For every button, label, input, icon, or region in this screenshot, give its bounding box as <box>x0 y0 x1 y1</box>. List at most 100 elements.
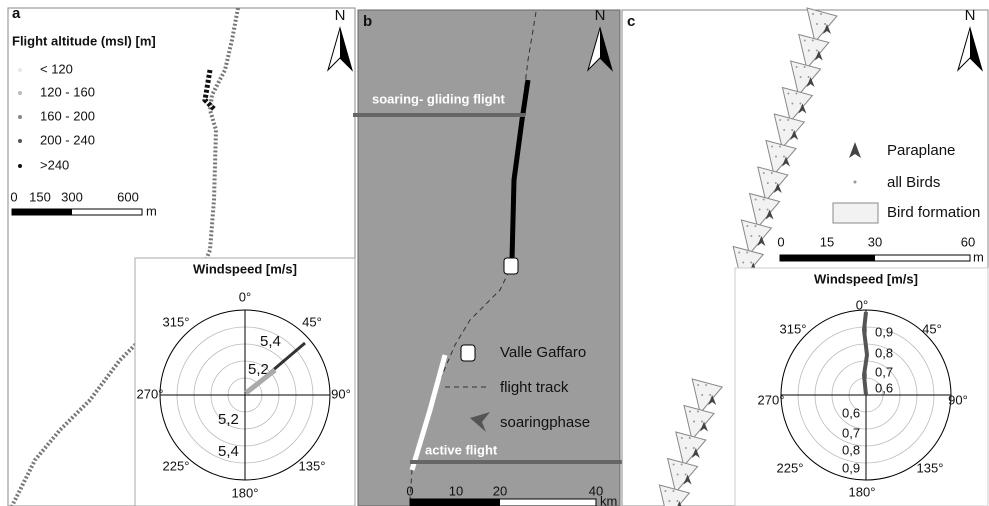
bird <box>800 76 802 78</box>
bird <box>742 262 744 264</box>
rose-radial-label: 0,9 <box>875 324 893 339</box>
bird <box>808 50 810 52</box>
scale-label: 150 <box>29 189 51 204</box>
scale-unit: m <box>146 203 157 218</box>
bird <box>775 182 777 184</box>
bird <box>804 66 806 68</box>
bird <box>705 384 707 386</box>
bird <box>677 474 679 476</box>
bird <box>681 464 683 466</box>
rose-angle: 225° <box>777 460 804 475</box>
bird <box>824 23 826 25</box>
scale-label: 15 <box>820 234 834 249</box>
rose-angle: 135° <box>917 460 944 475</box>
rose-radial-label: 0,8 <box>842 442 860 457</box>
legend-item: 200 - 240 <box>40 132 95 147</box>
bird <box>738 252 740 254</box>
scale-unit: km <box>600 493 617 506</box>
site-icon <box>504 258 518 274</box>
scale-unit: m <box>973 249 984 264</box>
scale-bar-fill <box>12 209 72 215</box>
bird <box>689 411 691 413</box>
bird <box>775 156 777 158</box>
scale-label: 0 <box>406 483 413 498</box>
panel-c: c N Paraplane all Birds Bird formation 0… <box>622 7 988 506</box>
rose-angle: 225° <box>163 458 190 473</box>
bird <box>791 103 793 105</box>
rose-radial-label: 0,6 <box>875 380 893 395</box>
legend-title: Flight altitude (msl) [m] <box>12 33 156 48</box>
panel-label: c <box>627 13 635 30</box>
legend-item: flight track <box>500 379 569 396</box>
legend-site-icon <box>461 345 475 361</box>
rose-angle: 270° <box>758 392 785 407</box>
legend-item: Valle Gaffaro <box>500 344 586 361</box>
rose-radial-label: 5,4 <box>218 443 239 460</box>
bird <box>689 437 691 439</box>
bird <box>812 40 814 42</box>
legend-item: < 120 <box>40 61 73 76</box>
page: {"panels": [ {"label": "a", "north": "N"… <box>0 0 989 506</box>
rose-radial-label: 0,6 <box>842 405 860 420</box>
annotation: active flight <box>425 442 498 457</box>
bird <box>676 500 678 502</box>
legend-item: soaringphase <box>500 414 590 431</box>
bird <box>796 66 798 68</box>
bird <box>664 490 666 492</box>
bird <box>681 437 683 439</box>
bird <box>795 93 797 95</box>
bird <box>672 490 674 492</box>
scale-label: 600 <box>117 189 139 204</box>
bird <box>791 129 793 131</box>
rose-radial-label: 5,2 <box>218 411 239 428</box>
legend-dot <box>18 91 22 95</box>
rose-angle: 180° <box>849 484 876 499</box>
bird <box>750 235 752 237</box>
rose-radial-label: 0,9 <box>842 460 860 475</box>
rose-angle: 315° <box>163 314 190 329</box>
rose-angle: 270° <box>137 386 164 401</box>
scale-bar-fill <box>780 255 875 261</box>
bird <box>697 384 699 386</box>
legend-item: >240 <box>40 157 69 172</box>
bird <box>755 199 757 201</box>
bird <box>685 474 687 476</box>
bird <box>709 394 711 396</box>
bird <box>693 421 695 423</box>
bird <box>746 252 748 254</box>
bird <box>763 172 765 174</box>
bird <box>701 421 703 423</box>
bird <box>668 500 670 502</box>
figure: a Flight altitude (msl) [m] < 120 120 - … <box>0 0 989 506</box>
panel-b: soaring- gliding flight active flight b … <box>353 7 625 506</box>
bird <box>779 119 781 121</box>
bird <box>767 209 769 211</box>
annotation: soaring- gliding flight <box>372 91 506 106</box>
legend-dot <box>18 139 22 143</box>
rose-title: Windspeed [m/s] <box>193 261 297 276</box>
legend-item: 160 - 200 <box>40 108 95 123</box>
bird <box>820 13 822 15</box>
scale-label: 0 <box>777 234 784 249</box>
bird <box>816 50 818 52</box>
panel-label: a <box>12 5 21 22</box>
bird <box>693 447 695 449</box>
bird <box>771 146 773 148</box>
rose-radial-label: 0,7 <box>875 364 893 379</box>
legend-dot <box>18 68 22 72</box>
bird <box>812 13 814 15</box>
bird <box>697 411 699 413</box>
rose-angle: 315° <box>780 321 807 336</box>
bird <box>763 199 765 201</box>
legend-bird <box>854 181 857 184</box>
rose-angle: 135° <box>299 458 326 473</box>
bird <box>746 225 748 227</box>
scale-label: 20 <box>493 483 507 498</box>
scale-bar-fill <box>410 499 500 506</box>
north-label: N <box>595 7 606 24</box>
legend-formation <box>833 203 878 223</box>
bird <box>750 262 752 264</box>
bird <box>799 103 801 105</box>
rose-radial-label: 0,7 <box>842 425 860 440</box>
north-label: N <box>965 7 976 24</box>
